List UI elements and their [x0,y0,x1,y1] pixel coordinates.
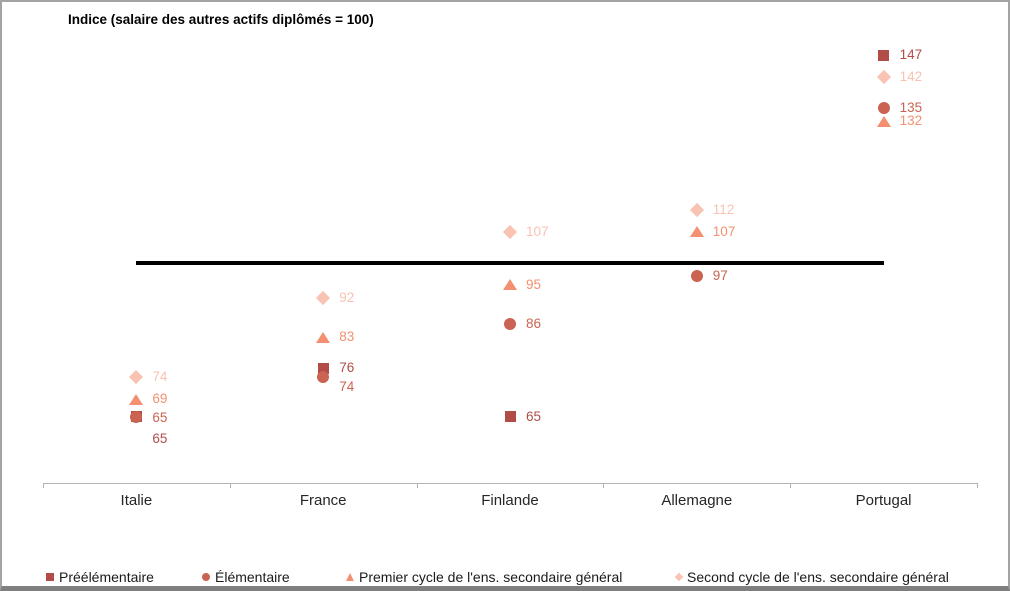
chart-title: Indice (salaire des autres actifs diplôm… [68,12,374,27]
value-label-circle-finlande: 86 [526,316,542,332]
x-axis-tick [790,483,792,488]
legend-label: Premier cycle de l'ens. secondaire génér… [359,568,623,585]
reference-line-100 [136,260,884,265]
triangle-legend-icon [346,572,354,581]
marker-diamond-finlande [502,224,518,239]
marker-triangle-italie [129,393,144,405]
x-axis-label-finlande: Finlande [481,492,539,509]
marker-triangle-allemagne [689,226,704,238]
legend-item-second-cycle-de-l-ens-secondaire-general: Second cycle de l'ens. secondaire généra… [674,568,949,585]
value-label-diamond-france: 92 [339,289,355,305]
value-label-diamond-italie: 74 [152,369,168,385]
legend-label: Second cycle de l'ens. secondaire généra… [687,568,949,585]
x-axis-tick [229,483,231,488]
marker-square-portugal [878,49,890,61]
x-axis-tick [416,483,418,488]
marker-triangle-finlande [503,279,517,291]
marker-circle-allemagne [690,269,703,282]
value-label-circle-france: 74 [339,379,355,395]
legend-item-premier-cycle-de-l-ens-secondaire-general: Premier cycle de l'ens. secondaire génér… [346,568,622,585]
marker-circle-finlande [504,318,516,331]
x-axis-label-portugal: Portugal [855,492,912,509]
value-label-diamond-allemagne: 112 [712,201,735,217]
square-legend-icon [46,572,54,581]
value-label-diamond-finlande: 107 [526,223,549,239]
marker-square-france [317,362,329,374]
marker-circle-portugal [877,102,890,115]
value-label-circle-italie: 65 [152,409,168,425]
value-label-square-portugal: 147 [899,47,923,63]
value-label-diamond-portugal: 142 [899,69,923,85]
legend-item-elementaire: Élémentaire [202,568,290,585]
value-label-square-italie: 65 [152,430,168,446]
legend-label: Préélémentaire [59,568,154,585]
x-axis-line [43,483,977,484]
marker-triangle-france [316,331,331,343]
x-axis-label-italie: Italie [120,492,153,509]
legend-label: Élémentaire [215,568,290,585]
x-axis-tick [43,483,44,488]
value-label-square-finlande: 65 [526,408,542,424]
marker-circle-france [317,371,330,384]
value-label-square-france: 76 [339,360,355,376]
legend-item-preelementaire: Préélémentaire [46,568,154,585]
marker-triangle-portugal [876,115,891,127]
x-axis-tick [603,483,605,488]
diamond-legend-icon [674,572,684,581]
circle-legend-icon [202,572,210,581]
x-axis-label-allemagne: Allemagne [661,492,733,509]
value-label-triangle-italie: 69 [152,391,168,407]
marker-square-finlande [504,411,516,423]
value-label-triangle-allemagne: 107 [712,223,736,239]
value-label-triangle-finlande: 95 [526,276,542,292]
x-axis-tick [977,483,978,488]
marker-diamond-portugal [876,70,891,85]
marker-diamond-allemagne [689,202,704,217]
value-label-circle-allemagne: 97 [712,267,728,283]
marker-diamond-france [316,290,331,305]
marker-diamond-italie [129,370,144,385]
x-axis-label-france: France [299,492,347,509]
value-label-triangle-portugal: 132 [899,113,923,129]
value-label-triangle-france: 83 [339,329,355,345]
value-label-circle-portugal: 135 [899,100,923,116]
marker-circle-italie [130,410,143,423]
